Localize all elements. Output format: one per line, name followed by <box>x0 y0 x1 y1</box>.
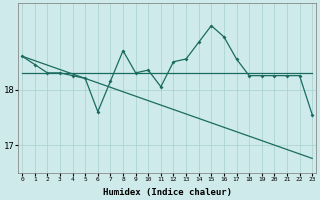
X-axis label: Humidex (Indice chaleur): Humidex (Indice chaleur) <box>103 188 232 197</box>
